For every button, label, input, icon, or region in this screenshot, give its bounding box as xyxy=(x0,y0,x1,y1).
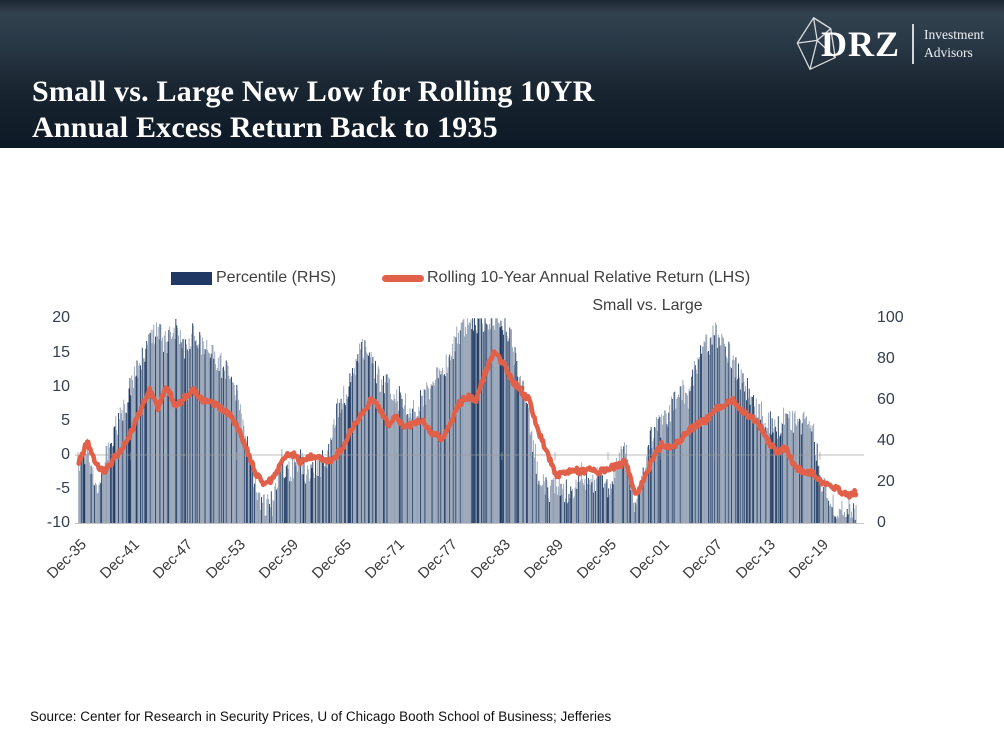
right-axis-tick-label: 0 xyxy=(877,514,886,531)
diamond-icon xyxy=(796,16,836,71)
right-axis-tick-label: 20 xyxy=(877,473,895,490)
left-axis-tick-label: 15 xyxy=(52,344,70,361)
left-axis-tick-label: 10 xyxy=(52,378,70,395)
legend-bar-label: Percentile (RHS) xyxy=(216,269,337,286)
percentile-bars xyxy=(78,318,857,523)
logo-firm-name: Investment Advisors xyxy=(924,26,984,62)
logo-firm-line2: Advisors xyxy=(924,45,973,60)
legend-item-percentile: Percentile (RHS) xyxy=(171,268,336,288)
logo-firm-line1: Investment xyxy=(924,26,984,42)
source-footnote: Source: Center for Research in Security … xyxy=(30,709,612,724)
right-axis-tick-label: 100 xyxy=(877,309,904,326)
legend-bar-swatch xyxy=(171,271,212,285)
legend-line-label: Rolling 10-Year Annual Relative Return (… xyxy=(427,269,751,286)
legend-item-line: Rolling 10-Year Annual Relative Return (… xyxy=(382,268,750,288)
logo-brand-text: DRZ xyxy=(820,24,900,64)
logo-divider xyxy=(912,24,914,64)
right-axis-tick-label: 60 xyxy=(877,391,895,408)
right-axis-tick-label: 40 xyxy=(877,432,895,449)
relative-return-line xyxy=(76,349,859,500)
left-axis-tick-label: 0 xyxy=(61,446,70,463)
left-axis-tick-label: 5 xyxy=(61,412,70,429)
slide-title-line1: Small vs. Large New Low for Rolling 10YR xyxy=(32,75,595,108)
slide-title-line2: Annual Excess Return Back to 1935 xyxy=(32,111,498,144)
company-logo: DRZ Investment Advisors xyxy=(791,14,984,74)
left-axis-tick-label: -5 xyxy=(55,480,70,497)
slide-title: Small vs. Large New Low for Rolling 10YR… xyxy=(32,74,594,146)
right-axis-tick-label: 80 xyxy=(877,350,895,367)
chart-annotation: Small vs. Large xyxy=(592,297,703,314)
left-axis-tick-label: -10 xyxy=(46,514,70,531)
left-axis-tick-label: 20 xyxy=(52,309,70,326)
legend-line-swatch xyxy=(382,274,424,282)
header-band: DRZ Investment Advisors Small vs. Large … xyxy=(0,0,1004,148)
